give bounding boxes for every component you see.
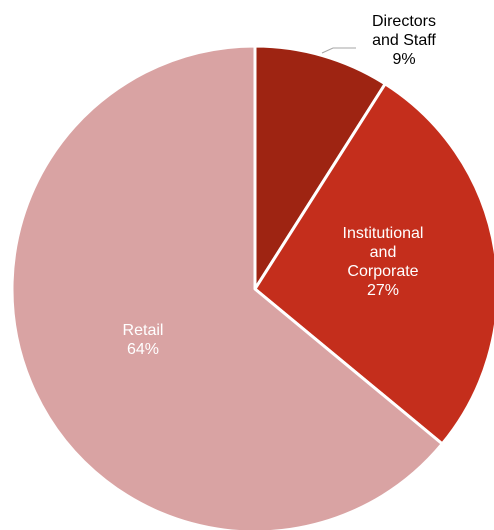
data-label-retail: Retail 64% <box>123 322 164 358</box>
data-label-value: 27% <box>367 282 399 299</box>
data-label-name: Corporate <box>347 263 418 280</box>
leader-line <box>321 47 356 54</box>
data-label-institutional-and-corporate: Institutional and Corporate 27% <box>343 225 424 299</box>
data-label-value: 64% <box>127 341 159 358</box>
pie-slice-directors-and-staff <box>253 44 387 291</box>
data-label-name: and <box>370 244 397 261</box>
data-label-value: 9% <box>392 51 415 68</box>
pie-slice-institutional-and-corporate <box>253 82 494 446</box>
pie-slice-retail <box>10 44 444 530</box>
data-label-directors-and-staff: Directors and Staff 9% <box>372 13 436 68</box>
data-label-name: and Staff <box>372 32 436 49</box>
data-label-name: Institutional <box>343 225 424 242</box>
data-label-name: Directors <box>372 13 436 30</box>
data-label-name: Retail <box>123 322 164 339</box>
